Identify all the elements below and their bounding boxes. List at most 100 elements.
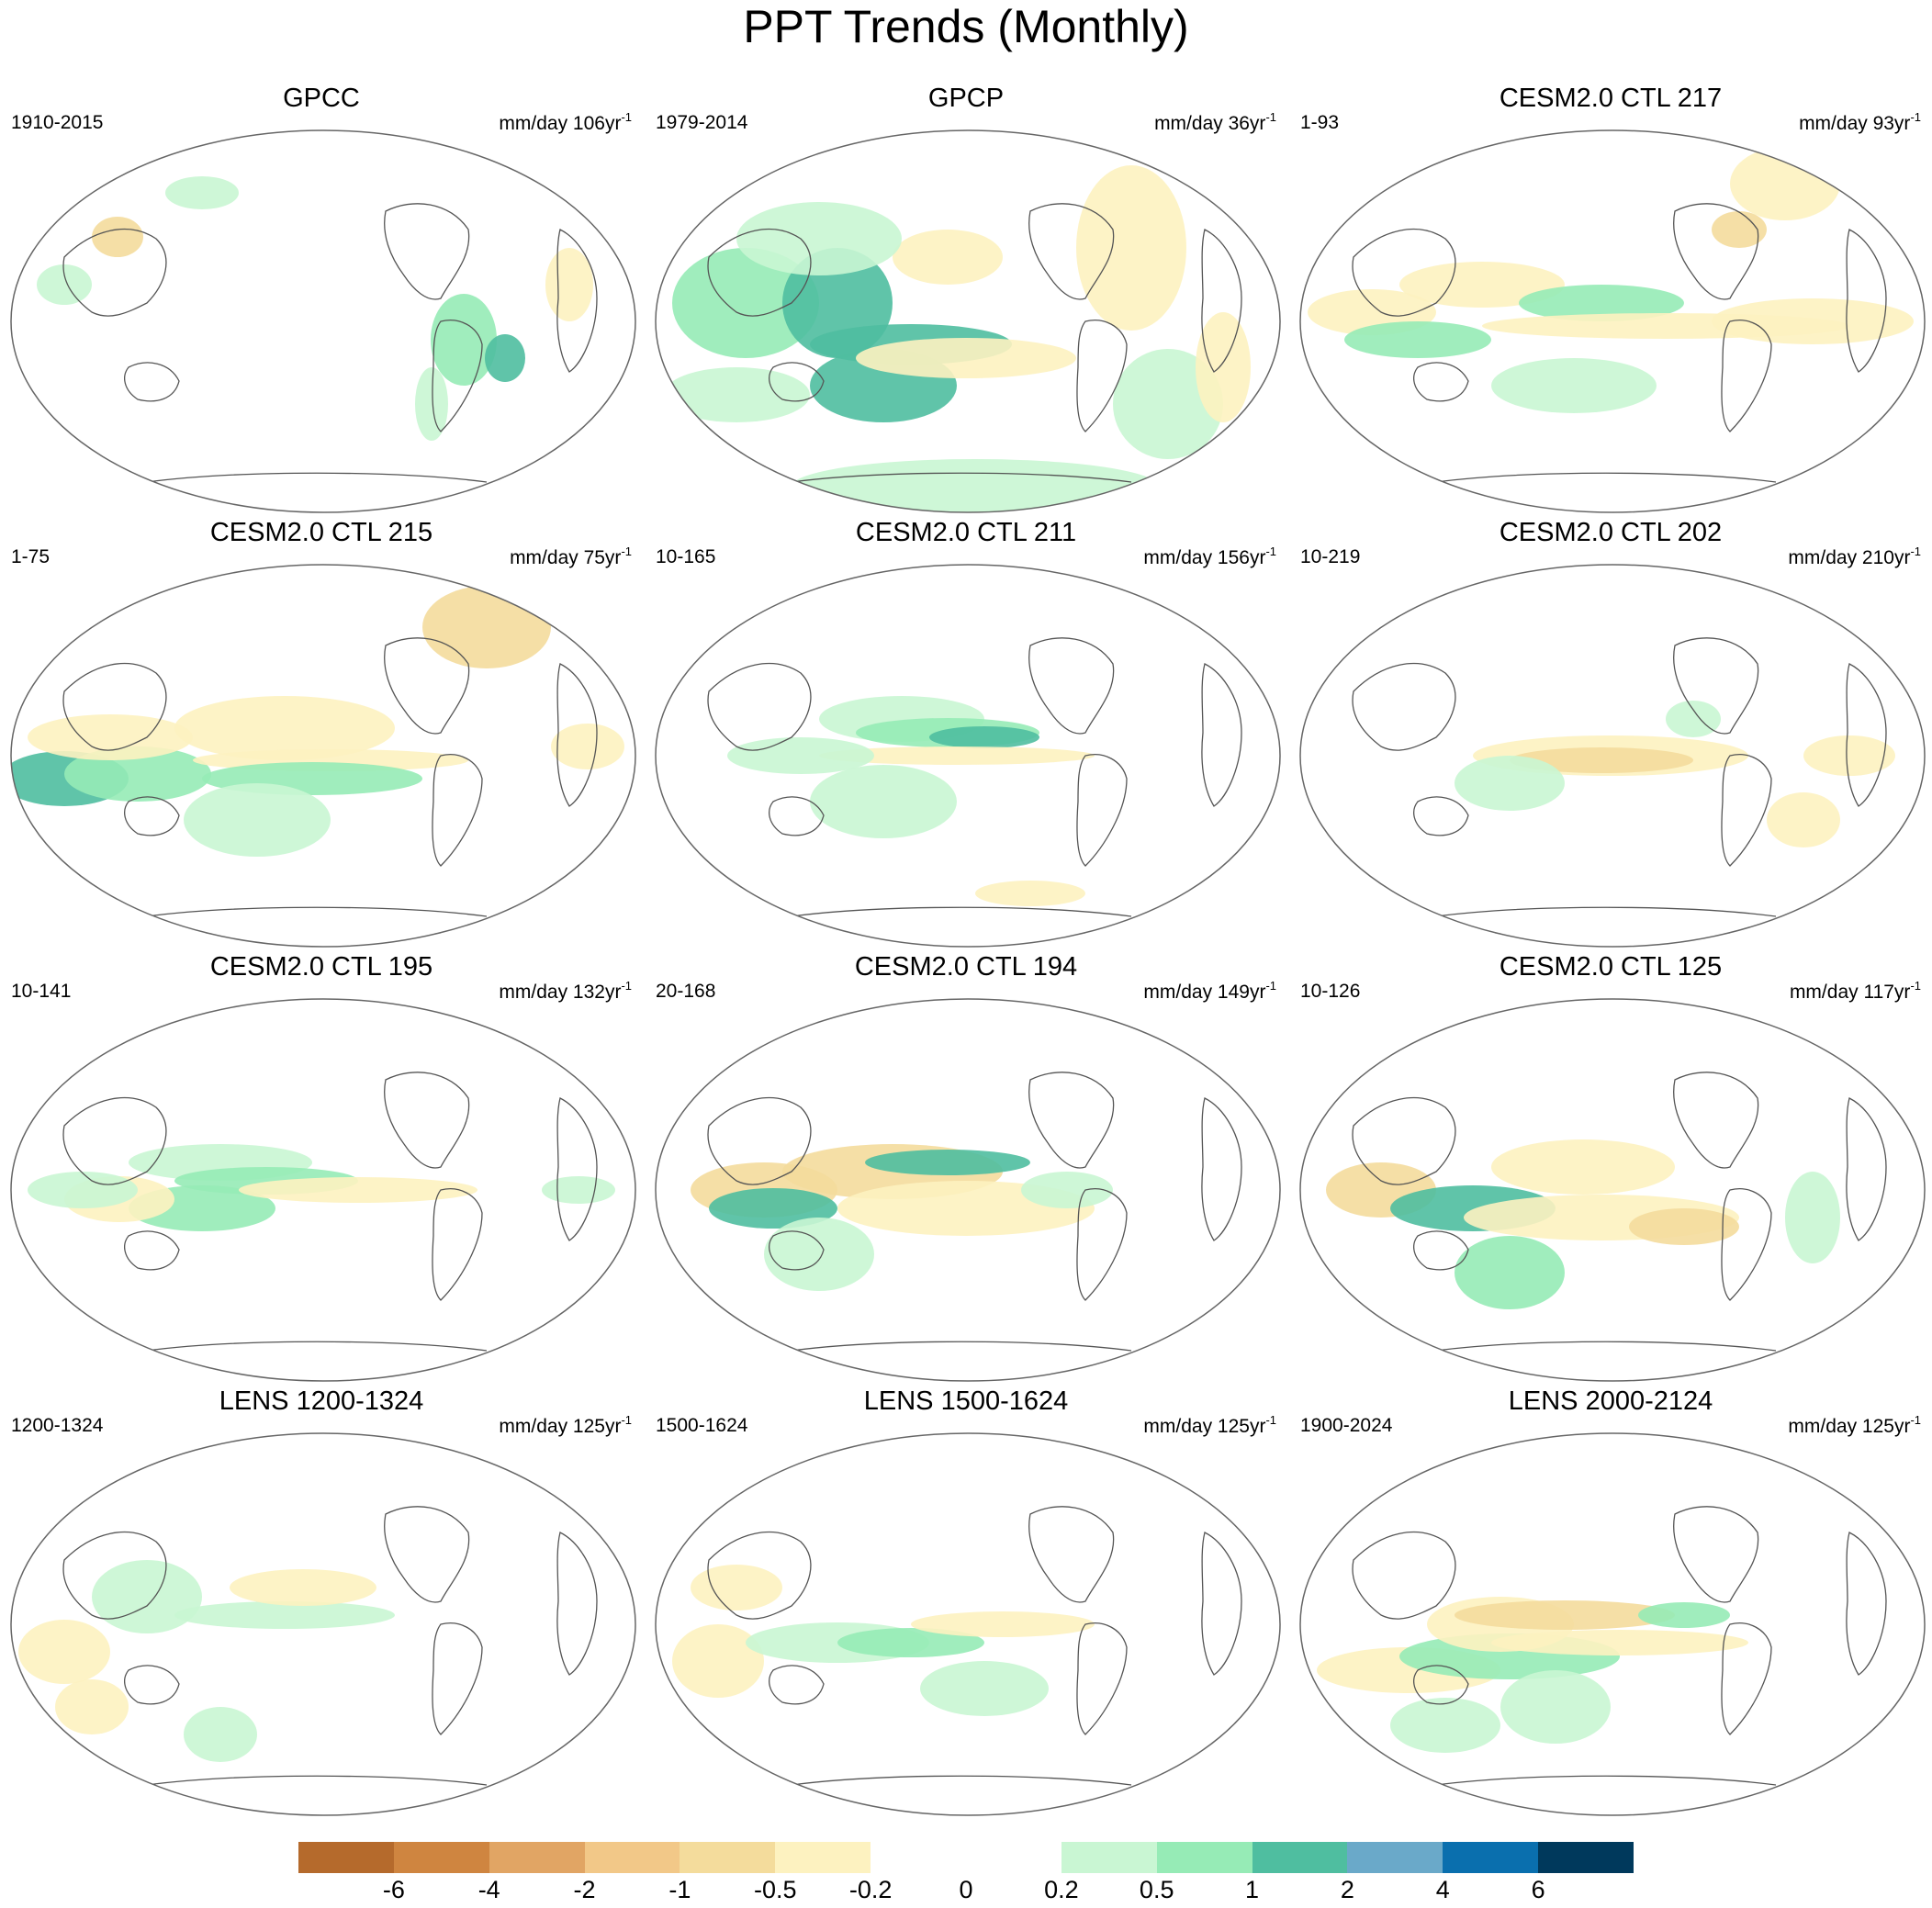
- coastline: [1846, 1097, 1887, 1241]
- trend-region: [929, 726, 1039, 748]
- panel-period: 20-168: [656, 981, 716, 1002]
- colorbar-tick-label: -4: [477, 1876, 500, 1903]
- colorbar-tick-label: -2: [573, 1876, 596, 1903]
- colorbar-swatch: [775, 1842, 871, 1873]
- panel-units-exponent: -1: [621, 544, 632, 558]
- trend-region: [1344, 321, 1491, 358]
- trend-region: [28, 1172, 138, 1208]
- colorbar-tick-label: 0: [959, 1876, 973, 1903]
- panel-title: CESM2.0 CTL 202: [1499, 518, 1723, 547]
- coastline: [1413, 1665, 1469, 1705]
- trend-region: [1455, 1600, 1675, 1630]
- panel-units-exponent: -1: [1910, 1413, 1921, 1427]
- world-map: [655, 129, 1281, 513]
- coastline: [1076, 754, 1128, 867]
- colorbar-swatch: [393, 1842, 489, 1873]
- coastline: [769, 1230, 825, 1271]
- trend-region: [709, 1188, 837, 1229]
- colorbar-swatch: [1156, 1842, 1252, 1873]
- colorbar-swatch: [1061, 1842, 1157, 1873]
- coastline: [432, 754, 483, 867]
- coastline: [769, 1665, 825, 1705]
- coastline: [1673, 1072, 1759, 1169]
- map-border: [655, 129, 1281, 513]
- trend-region: [18, 1620, 110, 1684]
- colorbar-swatch: [298, 1842, 394, 1873]
- panel-title: CESM2.0 CTL 125: [1499, 952, 1723, 982]
- panel-units: mm/day 210yr-1: [1788, 544, 1921, 569]
- panel-units-text: mm/day 156yr: [1143, 547, 1266, 568]
- coastline: [62, 1531, 167, 1620]
- coastline: [1435, 906, 1777, 917]
- panel-title: CESM2.0 CTL 194: [854, 952, 1078, 982]
- trend-region: [422, 586, 551, 668]
- panel-period: 1200-1324: [11, 1415, 104, 1436]
- map-border: [10, 1432, 636, 1816]
- coastline: [1028, 1072, 1115, 1169]
- coastline: [1352, 662, 1456, 751]
- panel-period: 1910-2015: [11, 112, 104, 133]
- colorbar-swatch: [1538, 1842, 1634, 1873]
- colorbar-tick-label: 1: [1245, 1876, 1260, 1903]
- trend-region: [764, 1218, 874, 1291]
- coastline: [1846, 1532, 1887, 1676]
- panel-period: 1-75: [11, 546, 51, 567]
- trend-region: [1712, 298, 1914, 344]
- coastline: [1028, 637, 1115, 735]
- trend-region: [1113, 349, 1223, 459]
- trend-region: [837, 1628, 984, 1657]
- map-panel: LENS 2000-2124 1900-2024 mm/day 125yr-1: [1289, 1386, 1932, 1817]
- coastline: [124, 362, 180, 402]
- coastline: [62, 662, 167, 751]
- coastline: [791, 1341, 1132, 1352]
- world-map: [655, 998, 1281, 1382]
- trend-region: [28, 714, 193, 760]
- colorbar-tick-label: 0.2: [1044, 1876, 1079, 1903]
- trend-region: [578, 171, 615, 196]
- coastline: [432, 1188, 483, 1301]
- trend-region: [1021, 1172, 1113, 1208]
- panel-units-exponent: -1: [1265, 544, 1276, 558]
- coastline: [769, 362, 825, 402]
- trend-region: [911, 1611, 1095, 1637]
- map-panel: CESM2.0 CTL 194 20-168 mm/day 149yr-1: [645, 951, 1287, 1383]
- panel-units: mm/day 117yr-1: [1790, 979, 1921, 1004]
- map-panel: CESM2.0 CTL 215 1-75 mm/day 75yr-1: [0, 517, 643, 948]
- map-panel: LENS 1500-1624 1500-1624 mm/day 125yr-1: [645, 1386, 1287, 1817]
- panel-period: 1500-1624: [656, 1415, 748, 1436]
- panel-units-text: mm/day 93yr: [1799, 113, 1911, 134]
- map-panel: CESM2.0 CTL 125 10-126 mm/day 117yr-1: [1289, 951, 1932, 1383]
- coastline: [556, 663, 598, 807]
- panel-units-exponent: -1: [1265, 979, 1276, 993]
- map-panel: GPCP 1979-2014 mm/day 36yr-1: [645, 83, 1287, 514]
- trend-region: [810, 765, 957, 838]
- trend-region: [1730, 147, 1840, 220]
- coastline: [707, 662, 812, 751]
- coastline: [384, 637, 470, 735]
- coastline: [1201, 229, 1242, 373]
- coastline: [384, 203, 470, 300]
- coastline: [1201, 1532, 1242, 1676]
- trend-region: [920, 1661, 1049, 1716]
- panel-title: LENS 2000-2124: [1508, 1386, 1713, 1416]
- coastline: [62, 1096, 167, 1185]
- coastline: [556, 1097, 598, 1241]
- coastline: [1352, 1096, 1456, 1185]
- colorbar-tick-label: 6: [1531, 1876, 1545, 1903]
- panel-period: 10-219: [1300, 546, 1361, 567]
- trend-region: [184, 783, 331, 857]
- colorbar-swatch: [871, 1842, 967, 1873]
- coastline: [1201, 1097, 1242, 1241]
- panel-title: LENS 1200-1324: [219, 1386, 424, 1416]
- panel-units-text: mm/day 125yr: [1143, 1416, 1266, 1437]
- world-map: [1299, 998, 1926, 1382]
- panel-units-text: mm/day 132yr: [499, 982, 622, 1003]
- coastline: [1435, 472, 1777, 483]
- trend-region: [485, 334, 525, 382]
- colorbar-swatch: [584, 1842, 680, 1873]
- coastline: [146, 906, 488, 917]
- coastline: [432, 320, 483, 432]
- map-panel: CESM2.0 CTL 202 10-219 mm/day 210yr-1: [1289, 517, 1932, 948]
- coastline: [1413, 796, 1469, 836]
- trend-region: [431, 294, 497, 386]
